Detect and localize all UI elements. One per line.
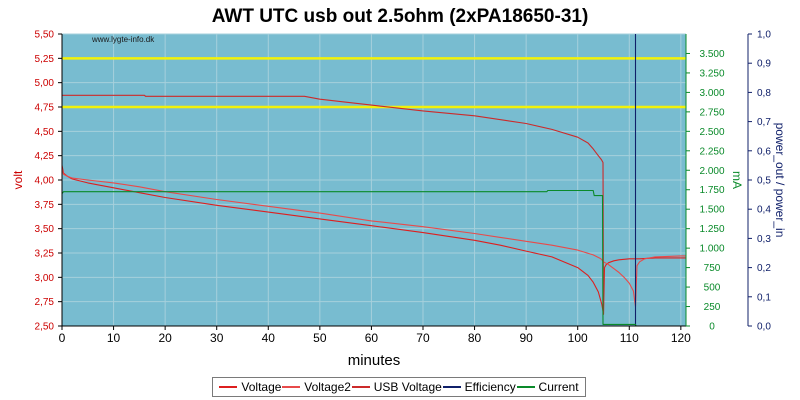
y-left-tick-label: 5,00 [35, 78, 55, 89]
x-tick-label: 110 [620, 331, 639, 345]
y-axis-right1-label: mA [730, 171, 744, 189]
legend-item-efficiency: Efficiency [442, 380, 516, 394]
y-right1-tick-label: 500 [704, 283, 721, 294]
y-left-tick-label: 2,75 [35, 297, 55, 308]
series-line-usb-voltage [62, 94, 605, 315]
y-right2-tick-label: 0,8 [757, 88, 771, 99]
y-axis-left-label: volt [11, 170, 25, 189]
y-left-tick-label: 5,25 [35, 54, 55, 65]
y-right1-tick-label: 2.750 [699, 107, 724, 118]
plot-area [61, 33, 686, 327]
y-left-tick-label: 4,50 [35, 127, 55, 138]
y-left-tick-label: 4,75 [35, 103, 55, 114]
legend-item-usb-voltage: USB Voltage [351, 380, 442, 394]
legend-item-voltage: Voltage [219, 380, 281, 394]
y-right1-tick-label: 3.000 [699, 88, 724, 99]
y-right1-tick-label: 750 [704, 263, 721, 274]
y-right1-tick-label: 3.500 [699, 49, 724, 60]
y-right2-tick-label: 0,0 [757, 322, 771, 333]
y-right1-tick-label: 1.750 [699, 185, 724, 196]
legend: Voltage Voltage2 USB Voltage Efficiency Curr… [212, 377, 586, 397]
legend-label: Voltage [241, 380, 282, 394]
y-left-tick-label: 3,00 [35, 273, 55, 284]
legend-label: Voltage2 [304, 380, 351, 394]
watermark-text: www.lygte-info.dk [91, 35, 155, 44]
legend-swatch [282, 386, 301, 388]
y-right2-tick-label: 0,3 [757, 234, 771, 245]
y-axis-right2-label: power_out / power_in [773, 123, 787, 238]
y-right2-tick-label: 0,7 [757, 117, 771, 128]
y-left-tick-label: 3,75 [35, 200, 55, 211]
y-right2-tick-label: 1,0 [757, 30, 771, 41]
x-axis-label: minutes [348, 352, 401, 369]
y-right1-tick-label: 2.500 [699, 127, 724, 138]
x-tick-label: 120 [671, 331, 691, 345]
y-right1-tick-label: 0 [709, 322, 715, 333]
y-right2-tick-label: 0,4 [757, 205, 771, 216]
series-line-voltage [61, 165, 686, 315]
y-right2-tick-label: 0,6 [757, 146, 771, 157]
x-tick-label: 50 [313, 331, 327, 345]
y-right1-tick-label: 1.000 [699, 244, 724, 255]
y-right1-tick-label: 3.250 [699, 68, 724, 79]
y-right1-tick-label: 1.250 [699, 224, 724, 235]
x-tick-label: 0 [59, 331, 66, 345]
axes: 0 10 20 30 40 50 60 70 80 90 100 110 120 2,50 2,75 3,00… [35, 30, 772, 346]
y-left-tick-label: 3,50 [35, 224, 55, 235]
x-tick-label: 60 [365, 331, 379, 345]
legend-item-voltage2: Voltage2 [282, 380, 351, 394]
legend-label: Efficiency [464, 380, 516, 394]
x-tick-label: 30 [210, 331, 224, 345]
legend-swatch [516, 386, 535, 388]
legend-label: USB Voltage [373, 380, 442, 394]
x-tick-label: 100 [568, 331, 588, 345]
legend-item-current: Current [516, 380, 579, 394]
series-line-current [61, 189, 686, 327]
y-left-tick-label: 4,25 [35, 151, 55, 162]
x-tick-label: 80 [468, 331, 482, 345]
legend-label: Current [538, 380, 579, 394]
y-left-tick-label: 5,50 [35, 30, 55, 41]
y-right2-tick-label: 0,1 [757, 292, 771, 303]
chart-title: AWT UTC usb out 2.5ohm (2xPA18650-31) [212, 6, 589, 27]
x-tick-label: 70 [416, 331, 430, 345]
y-right1-tick-label: 2.000 [699, 166, 724, 177]
x-tick-label: 40 [262, 331, 276, 345]
y-right2-tick-label: 0,5 [757, 176, 771, 187]
y-right2-tick-label: 0,2 [757, 263, 771, 274]
y-right2-tick-label: 0,9 [757, 59, 771, 70]
x-tick-label: 90 [519, 331, 533, 345]
y-right1-tick-label: 1.500 [699, 205, 724, 216]
series-line-voltage2 [61, 168, 686, 308]
y-left-tick-label: 3,25 [35, 249, 55, 260]
y-left-tick-label: 4,00 [35, 176, 55, 187]
y-right1-tick-label: 2.250 [699, 146, 724, 157]
x-tick-label: 10 [107, 331, 121, 345]
legend-swatch [219, 386, 238, 388]
y-right1-tick-label: 250 [704, 302, 721, 313]
legend-swatch [442, 386, 461, 388]
legend-swatch [351, 386, 370, 388]
x-tick-label: 20 [158, 331, 172, 345]
y-left-tick-label: 2,50 [35, 322, 55, 333]
